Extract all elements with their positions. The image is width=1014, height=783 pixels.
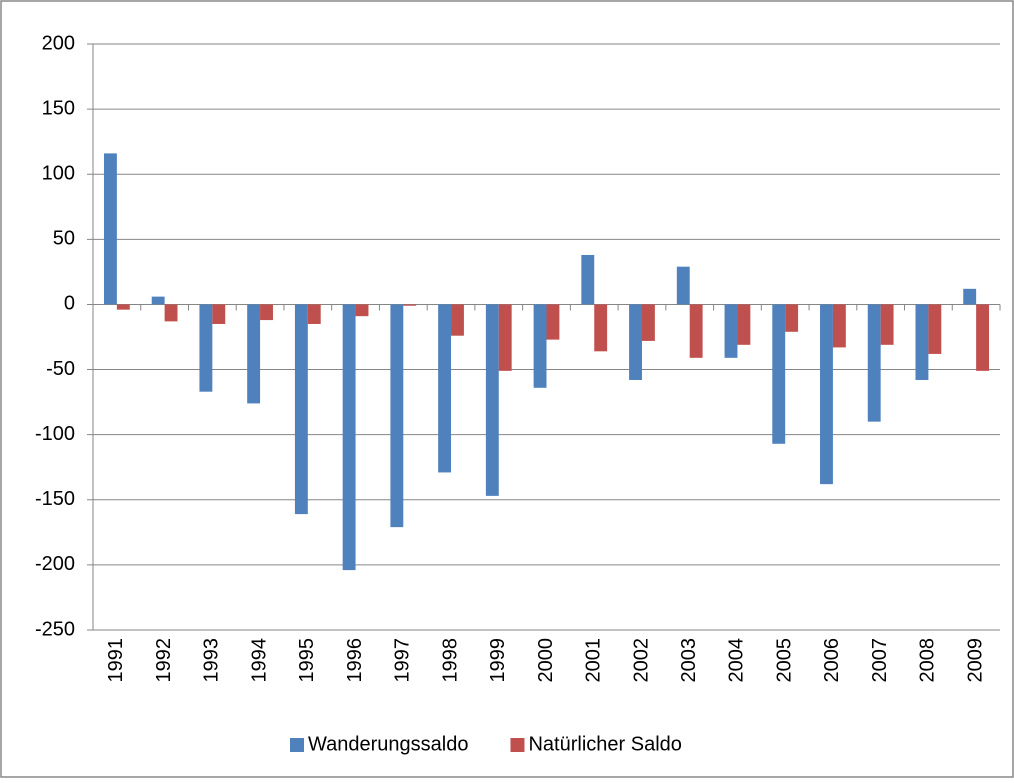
x-tick-label: 2001: [583, 638, 605, 683]
x-tick-label: 2006: [821, 638, 843, 683]
bar: [451, 304, 464, 336]
x-tick-label: 2004: [726, 638, 748, 683]
y-tick-label: -150: [35, 488, 75, 510]
bar: [976, 304, 990, 371]
x-tick-label: 1996: [344, 638, 366, 683]
y-tick-label: 150: [42, 97, 75, 119]
bar: [212, 304, 226, 324]
bar: [689, 304, 703, 358]
bar: [581, 254, 595, 305]
x-tick-label: 1992: [153, 638, 175, 683]
y-tick-label: -50: [46, 358, 75, 380]
legend-label: Wanderungssaldo: [308, 733, 468, 755]
bar: [820, 304, 833, 485]
y-tick-label: -200: [35, 553, 75, 575]
bar: [355, 304, 369, 317]
legend-swatch: [290, 738, 304, 752]
bar: [546, 304, 560, 340]
bar: [390, 304, 404, 528]
bar: [963, 288, 977, 305]
bar: [164, 304, 178, 322]
x-tick-label: 2003: [678, 638, 700, 683]
y-tick-label: 0: [64, 293, 75, 315]
x-tick-label: 1995: [296, 638, 318, 683]
bar: [867, 304, 881, 422]
bar: [676, 266, 690, 305]
y-tick-label: 200: [42, 32, 75, 54]
x-tick-label: 2002: [630, 638, 652, 683]
bar: [151, 296, 165, 305]
bar: [116, 304, 130, 310]
x-tick-label: 1993: [201, 638, 223, 683]
x-tick-label: 2007: [869, 638, 891, 683]
y-tick-label: -100: [35, 423, 75, 445]
x-tick-label: 1991: [105, 638, 127, 683]
bar: [785, 304, 799, 332]
x-tick-label: 2009: [964, 638, 986, 683]
bar: [103, 153, 117, 305]
bar: [342, 304, 356, 571]
bar: [880, 304, 894, 345]
bar: [438, 304, 452, 473]
bar: [724, 304, 738, 358]
legend-swatch: [510, 738, 525, 752]
bar: [915, 304, 929, 380]
bar: [594, 304, 608, 352]
bar: [772, 304, 786, 444]
x-tick-label: 1997: [392, 638, 414, 683]
bar: [307, 304, 321, 324]
x-tick-label: 1994: [248, 638, 270, 683]
x-tick-label: 2008: [917, 638, 939, 683]
bar: [485, 304, 499, 496]
x-tick-label: 2005: [773, 638, 795, 683]
x-tick-label: 1999: [487, 638, 509, 683]
bar: [498, 304, 512, 371]
bar: [247, 304, 261, 404]
bar: [199, 304, 213, 392]
bar: [629, 304, 642, 380]
x-tick-label: 2000: [535, 638, 557, 683]
bar: [533, 304, 547, 388]
bar: [403, 304, 417, 306]
bar: [737, 304, 751, 345]
x-tick-label: 1998: [439, 638, 461, 683]
bar: [294, 304, 308, 515]
bar: [260, 304, 273, 321]
y-tick-label: -250: [35, 618, 75, 640]
bar: [832, 304, 846, 348]
legend-label: Natürlicher Saldo: [528, 733, 681, 755]
bar: [928, 304, 942, 354]
bar: [641, 304, 655, 341]
y-tick-label: 100: [42, 163, 75, 185]
y-tick-label: 50: [53, 228, 75, 250]
